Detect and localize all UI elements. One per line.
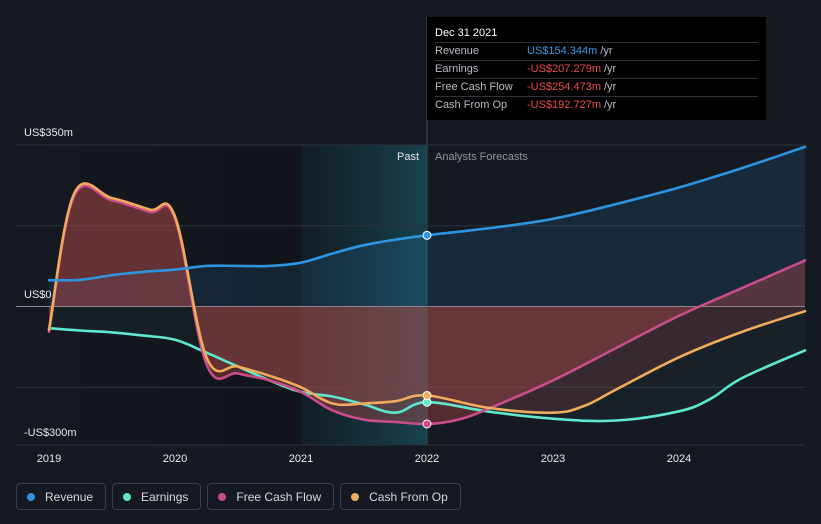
x-tick-label: 2019 [37,453,61,465]
tooltip-date: Dec 31 2021 [435,27,498,39]
series-line-revenue [47,145,807,282]
forecast-label: Analysts Forecasts [435,151,528,163]
series-lines [47,145,807,426]
legend-item-earnings[interactable]: Earnings [112,483,202,510]
x-tick-label: 2021 [289,453,313,465]
y-tick-label-zero: US$0 [24,289,52,301]
tooltip-label: Earnings [435,63,479,75]
tooltip-unit: /yr [604,63,617,75]
tooltip-unit: /yr [604,99,617,111]
tooltip-unit: /yr [604,81,617,93]
y-tick-label-top: US$350m [24,127,73,139]
highlight-point-cfo [422,390,432,400]
legend-label: Revenue [45,489,94,504]
series-line-fcf [47,184,807,426]
y-tick-label-bottom: -US$300m [24,427,77,439]
tooltip-label: Revenue [435,45,480,57]
legend-item-cash-from-op[interactable]: Cash From Op [340,483,461,510]
chart-legend: Revenue Earnings Free Cash Flow Cash Fro… [16,483,461,510]
legend-dot-icon [351,492,360,501]
legend-dot-icon [27,492,35,501]
background-bands [16,145,427,445]
legend-dot-icon [218,492,227,501]
tooltip-row-earnings: Earnings -US$207.279m /yr [435,60,758,78]
legend-label: Cash From Op [369,489,448,504]
legend-item-revenue[interactable]: Revenue [16,483,107,510]
tooltip-label: Cash From Op [435,99,508,111]
legend-label: Free Cash Flow [236,489,322,504]
x-axis-labels: 2019 2020 2021 2022 2023 2024 [37,453,691,465]
tooltip-unit: /yr [600,45,613,57]
x-tick-label: 2023 [541,453,565,465]
highlight-point-fcf [422,419,432,429]
series-line-cfo [47,182,807,415]
tooltip-value: -US$254.473m [527,81,601,93]
legend-dot-icon [123,492,132,501]
past-label: Past [397,151,419,163]
tooltip-value: -US$207.279m [527,63,601,75]
legend-label: Earnings [141,489,189,504]
x-tick-label: 2020 [163,453,187,465]
highlight-markers [422,230,432,429]
axis-labels: US$350m US$0 -US$300m Past Analysts Fore… [24,127,528,439]
tooltip-value: US$154.344m [527,45,598,57]
series-area-earnings [49,306,805,422]
data-tooltip: Dec 31 2021 Revenue US$154.344m /yr Earn… [427,17,766,120]
tooltip-value: -US$192.727m [527,99,601,111]
tooltip-row-free-cash-flow: Free Cash Flow -US$254.473m /yr [435,78,758,96]
series-area-cfo [49,183,805,413]
series-area-fcf [49,185,805,425]
highlight-point-revenue [422,230,432,240]
x-tick-label: 2022 [415,453,439,465]
tooltip-row-revenue: Revenue US$154.344m /yr [435,42,758,60]
legend-item-free-cash-flow[interactable]: Free Cash Flow [207,483,335,510]
series-line-earnings [47,326,807,423]
tooltip-row-cash-from-op: Cash From Op -US$192.727m /yr [435,96,758,114]
tooltip-label: Free Cash Flow [435,81,513,93]
x-tick-label: 2024 [667,453,691,465]
